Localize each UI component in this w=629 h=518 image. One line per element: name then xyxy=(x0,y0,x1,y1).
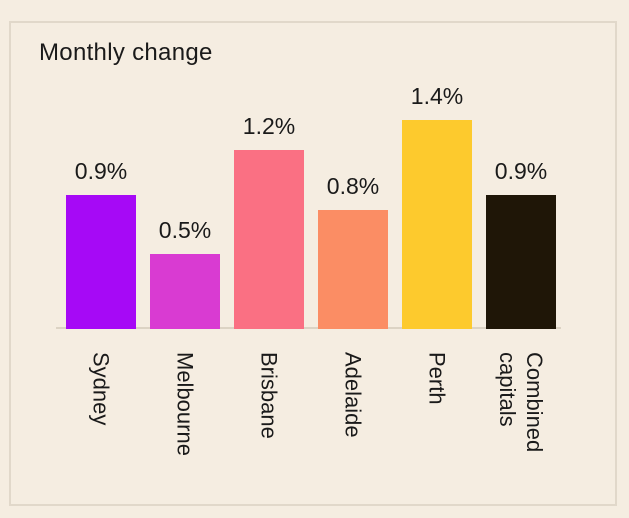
chart-card: Monthly change xyxy=(9,21,617,506)
chart-title: Monthly change xyxy=(39,39,213,66)
